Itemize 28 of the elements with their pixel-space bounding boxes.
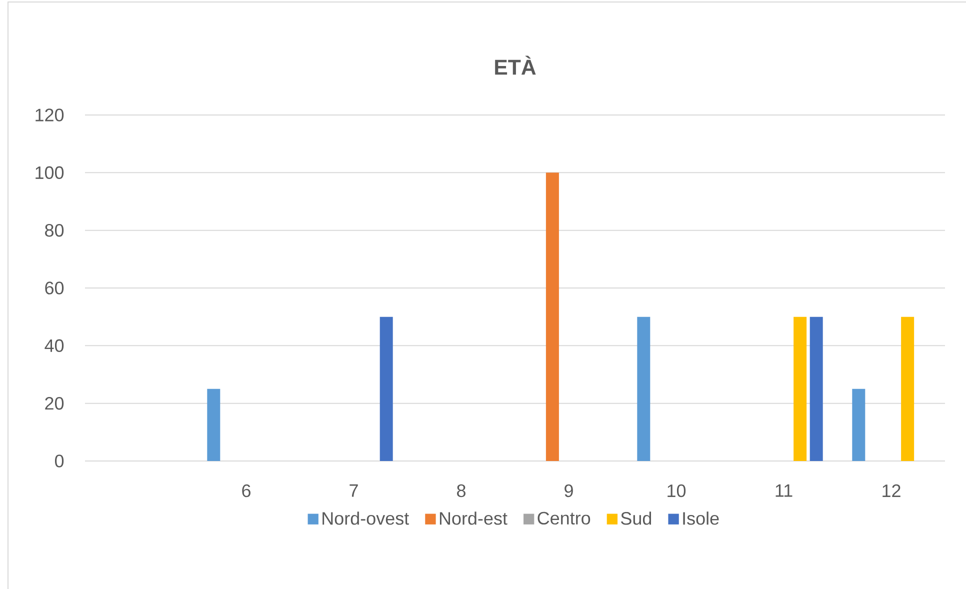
y-tick-label: 0	[54, 454, 64, 468]
x-tick-label: 11	[776, 484, 792, 497]
bar	[546, 172, 559, 461]
x-tick-label: 9	[564, 484, 573, 498]
y-tick-label: 20	[45, 396, 64, 410]
legend-label: Sud	[621, 512, 652, 525]
x-tick-label: 7	[350, 484, 358, 497]
y-tick-label: 100	[36, 166, 64, 180]
legend-label: Centro	[538, 512, 590, 525]
x-tick-label: 10	[668, 484, 686, 498]
legend-label: Nord-ovest	[322, 512, 409, 525]
y-tick-label: 40	[44, 339, 64, 352]
bar	[380, 316, 393, 461]
y-tick-label: 120	[36, 108, 64, 122]
bar	[901, 316, 914, 461]
bar	[207, 388, 220, 461]
x-tick-label: 6	[242, 484, 250, 498]
legend-label: Isole	[683, 512, 719, 525]
y-tick-label: 80	[45, 224, 64, 237]
bar	[852, 388, 866, 461]
bar	[810, 316, 823, 461]
y-tick-label: 60	[45, 282, 64, 294]
chart-title: ETÀ	[495, 56, 536, 75]
x-tick-label: 8	[457, 484, 466, 498]
legend-label: Nord-est	[440, 512, 508, 525]
bar	[637, 316, 650, 461]
bar	[794, 316, 807, 461]
x-tick-label: 12	[882, 484, 900, 497]
